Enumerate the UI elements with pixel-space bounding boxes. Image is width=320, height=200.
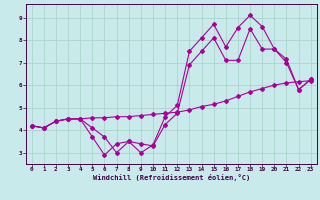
X-axis label: Windchill (Refroidissement éolien,°C): Windchill (Refroidissement éolien,°C) [92,174,250,181]
